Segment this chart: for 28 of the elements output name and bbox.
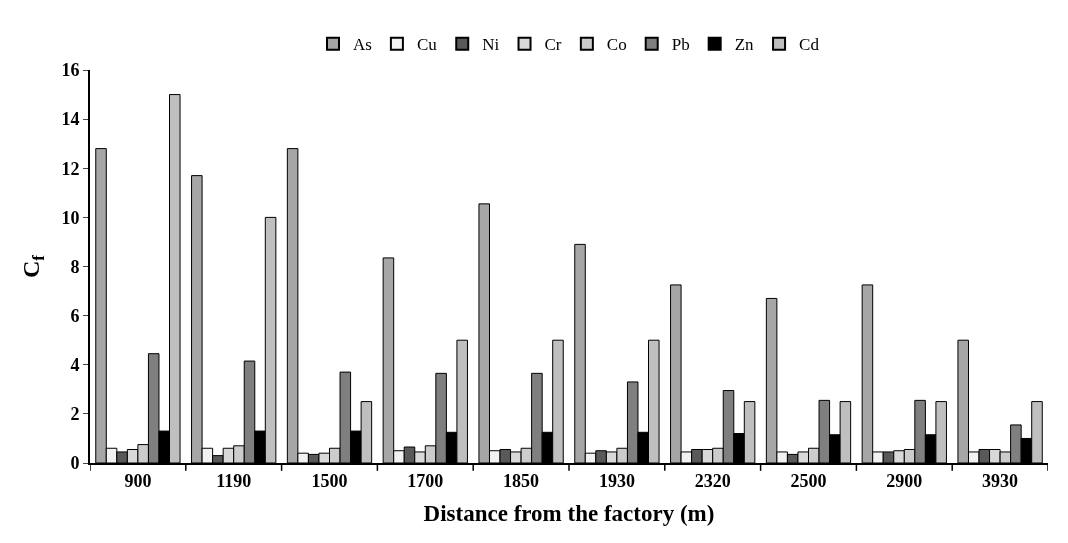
x-tick-label: 2500 <box>790 470 827 491</box>
x-tick-label: 1850 <box>503 470 540 491</box>
y-tick-label: 0 <box>70 453 80 474</box>
y-tick-label: 16 <box>61 60 80 81</box>
x-axis-title: Distance from the factory (m) <box>423 500 715 526</box>
x-tick-label: 2320 <box>694 470 731 491</box>
legend-label: Zn <box>734 35 755 55</box>
y-tick-label: 10 <box>61 207 80 228</box>
y-tick-label: 14 <box>61 109 80 130</box>
legend-label: Ni <box>482 35 500 55</box>
x-tick-label: 1500 <box>311 470 348 491</box>
x-tick-label: 3930 <box>982 470 1019 491</box>
y-tick-label: 8 <box>70 256 80 277</box>
x-tick-label: 1700 <box>407 470 444 491</box>
x-tick-label: 1190 <box>216 470 252 491</box>
y-tick-label: 4 <box>70 355 80 376</box>
x-tick-label: 1930 <box>598 470 635 491</box>
legend-label: As <box>353 35 372 55</box>
legend-label: Cu <box>416 35 438 55</box>
x-tick-label: 900 <box>124 470 152 491</box>
legend-label: Co <box>606 35 627 55</box>
legend-label: Cr <box>544 35 562 55</box>
x-tick-label: 2900 <box>886 470 923 491</box>
y-tick-label: 6 <box>70 305 80 326</box>
y-tick-label: 12 <box>61 158 80 179</box>
y-tick-label: 2 <box>70 404 80 425</box>
legend-label: Pb <box>671 35 690 55</box>
legend-label: Cd <box>799 35 820 55</box>
